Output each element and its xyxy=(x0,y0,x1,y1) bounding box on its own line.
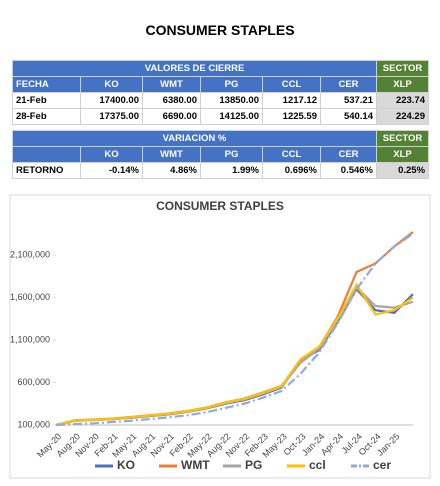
y-tick-label: 100,000 xyxy=(17,419,50,429)
legend-label: ccl xyxy=(309,458,326,472)
cell: 0.546% xyxy=(319,162,378,179)
cell: 223.74 xyxy=(376,92,429,109)
y-tick-label: 600,000 xyxy=(17,377,50,387)
series-line xyxy=(55,232,414,427)
col-header: XLP xyxy=(376,146,430,163)
col-header: CCL xyxy=(262,76,321,93)
sector-header: SECTOR xyxy=(376,60,429,77)
cell: 0.25% xyxy=(376,162,430,179)
page-title: CONSUMER STAPLES xyxy=(145,22,295,38)
cell: 1.99% xyxy=(200,162,263,179)
legend-label: WMT xyxy=(181,458,210,472)
col-header: KO xyxy=(80,76,143,93)
col-header xyxy=(12,146,81,163)
variation-table: VARIACION % SECTOR KO WMT PG CCL CER XLP RETOR… xyxy=(11,130,430,179)
cell: 1225.59 xyxy=(262,108,321,125)
y-tick-label: 1,100,000 xyxy=(10,334,50,344)
legend-label: KO xyxy=(117,458,135,472)
col-header: WMT xyxy=(142,76,201,93)
col-header: XLP xyxy=(376,76,429,93)
closing-table: VALORES DE CIERRE SECTOR FECHA KO WMT PG CCL C… xyxy=(12,60,429,125)
cell: 224.29 xyxy=(376,108,429,125)
col-header: WMT xyxy=(142,146,201,163)
series-line xyxy=(55,282,414,427)
cell: 6690.00 xyxy=(142,108,201,125)
cell: 14125.00 xyxy=(200,108,263,125)
legend-label: cer xyxy=(373,458,391,472)
chart-title: CONSUMER STAPLES xyxy=(156,199,284,213)
group-header: VALORES DE CIERRE xyxy=(12,60,377,77)
y-tick-label: 1,600,000 xyxy=(10,292,50,302)
col-header: CCL xyxy=(262,146,321,163)
col-header: KO xyxy=(80,146,143,163)
legend-label: PG xyxy=(245,458,262,472)
chart-frame xyxy=(9,194,431,479)
y-tick-label: 2,100,000 xyxy=(10,249,50,259)
